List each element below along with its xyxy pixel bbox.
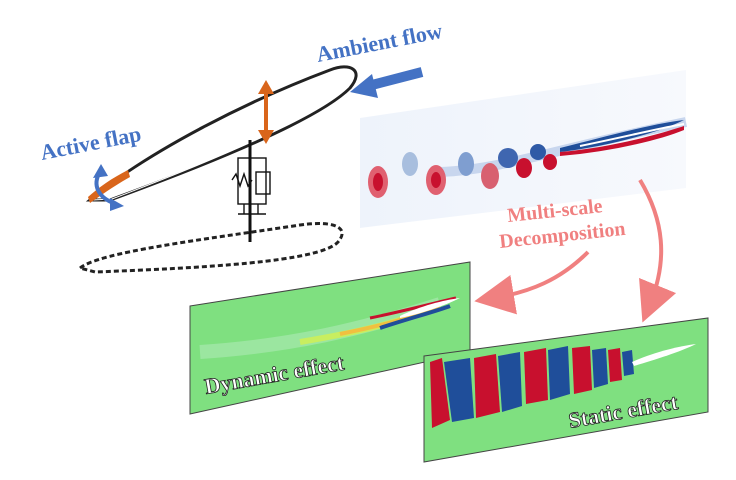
spring-damper-icon <box>231 157 271 215</box>
full-wake-panel <box>360 70 688 228</box>
decomposition-arrow-right <box>638 178 677 323</box>
decomposition-arrow-left <box>474 250 590 315</box>
flap-rotation-icon <box>93 164 124 211</box>
ambient-flow-label: Ambient flow <box>314 18 444 67</box>
dynamic-effect-panel <box>189 261 471 415</box>
ambient-flow-arrow-icon <box>350 67 424 98</box>
plunge-arrow-icon <box>258 80 274 144</box>
active-flap <box>88 170 130 203</box>
static-effect-panel <box>423 317 709 463</box>
airfoil-outline <box>85 65 358 202</box>
airfoil-shadow-dashed <box>76 222 344 274</box>
airfoil-sketch <box>76 65 424 274</box>
active-flap-label: Active flap <box>38 121 143 165</box>
static-airfoil <box>632 344 696 366</box>
dynamic-airfoil <box>400 298 460 318</box>
